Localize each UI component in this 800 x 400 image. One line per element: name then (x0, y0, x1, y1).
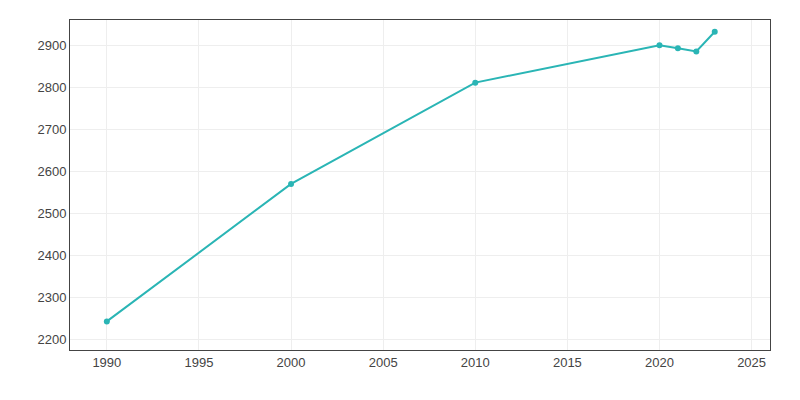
svg-text:2400: 2400 (37, 248, 66, 263)
svg-text:1995: 1995 (184, 355, 213, 370)
svg-text:2000: 2000 (277, 355, 306, 370)
svg-text:2700: 2700 (37, 122, 66, 137)
svg-text:2300: 2300 (37, 290, 66, 305)
svg-text:2020: 2020 (645, 355, 674, 370)
svg-text:2010: 2010 (461, 355, 490, 370)
svg-text:2800: 2800 (37, 80, 66, 95)
svg-text:2005: 2005 (369, 355, 398, 370)
svg-text:2600: 2600 (37, 164, 66, 179)
svg-text:2015: 2015 (553, 355, 582, 370)
svg-text:1990: 1990 (92, 355, 121, 370)
svg-text:2500: 2500 (37, 206, 66, 221)
svg-text:2025: 2025 (737, 355, 766, 370)
svg-text:2200: 2200 (37, 332, 66, 347)
svg-text:2900: 2900 (37, 38, 66, 53)
